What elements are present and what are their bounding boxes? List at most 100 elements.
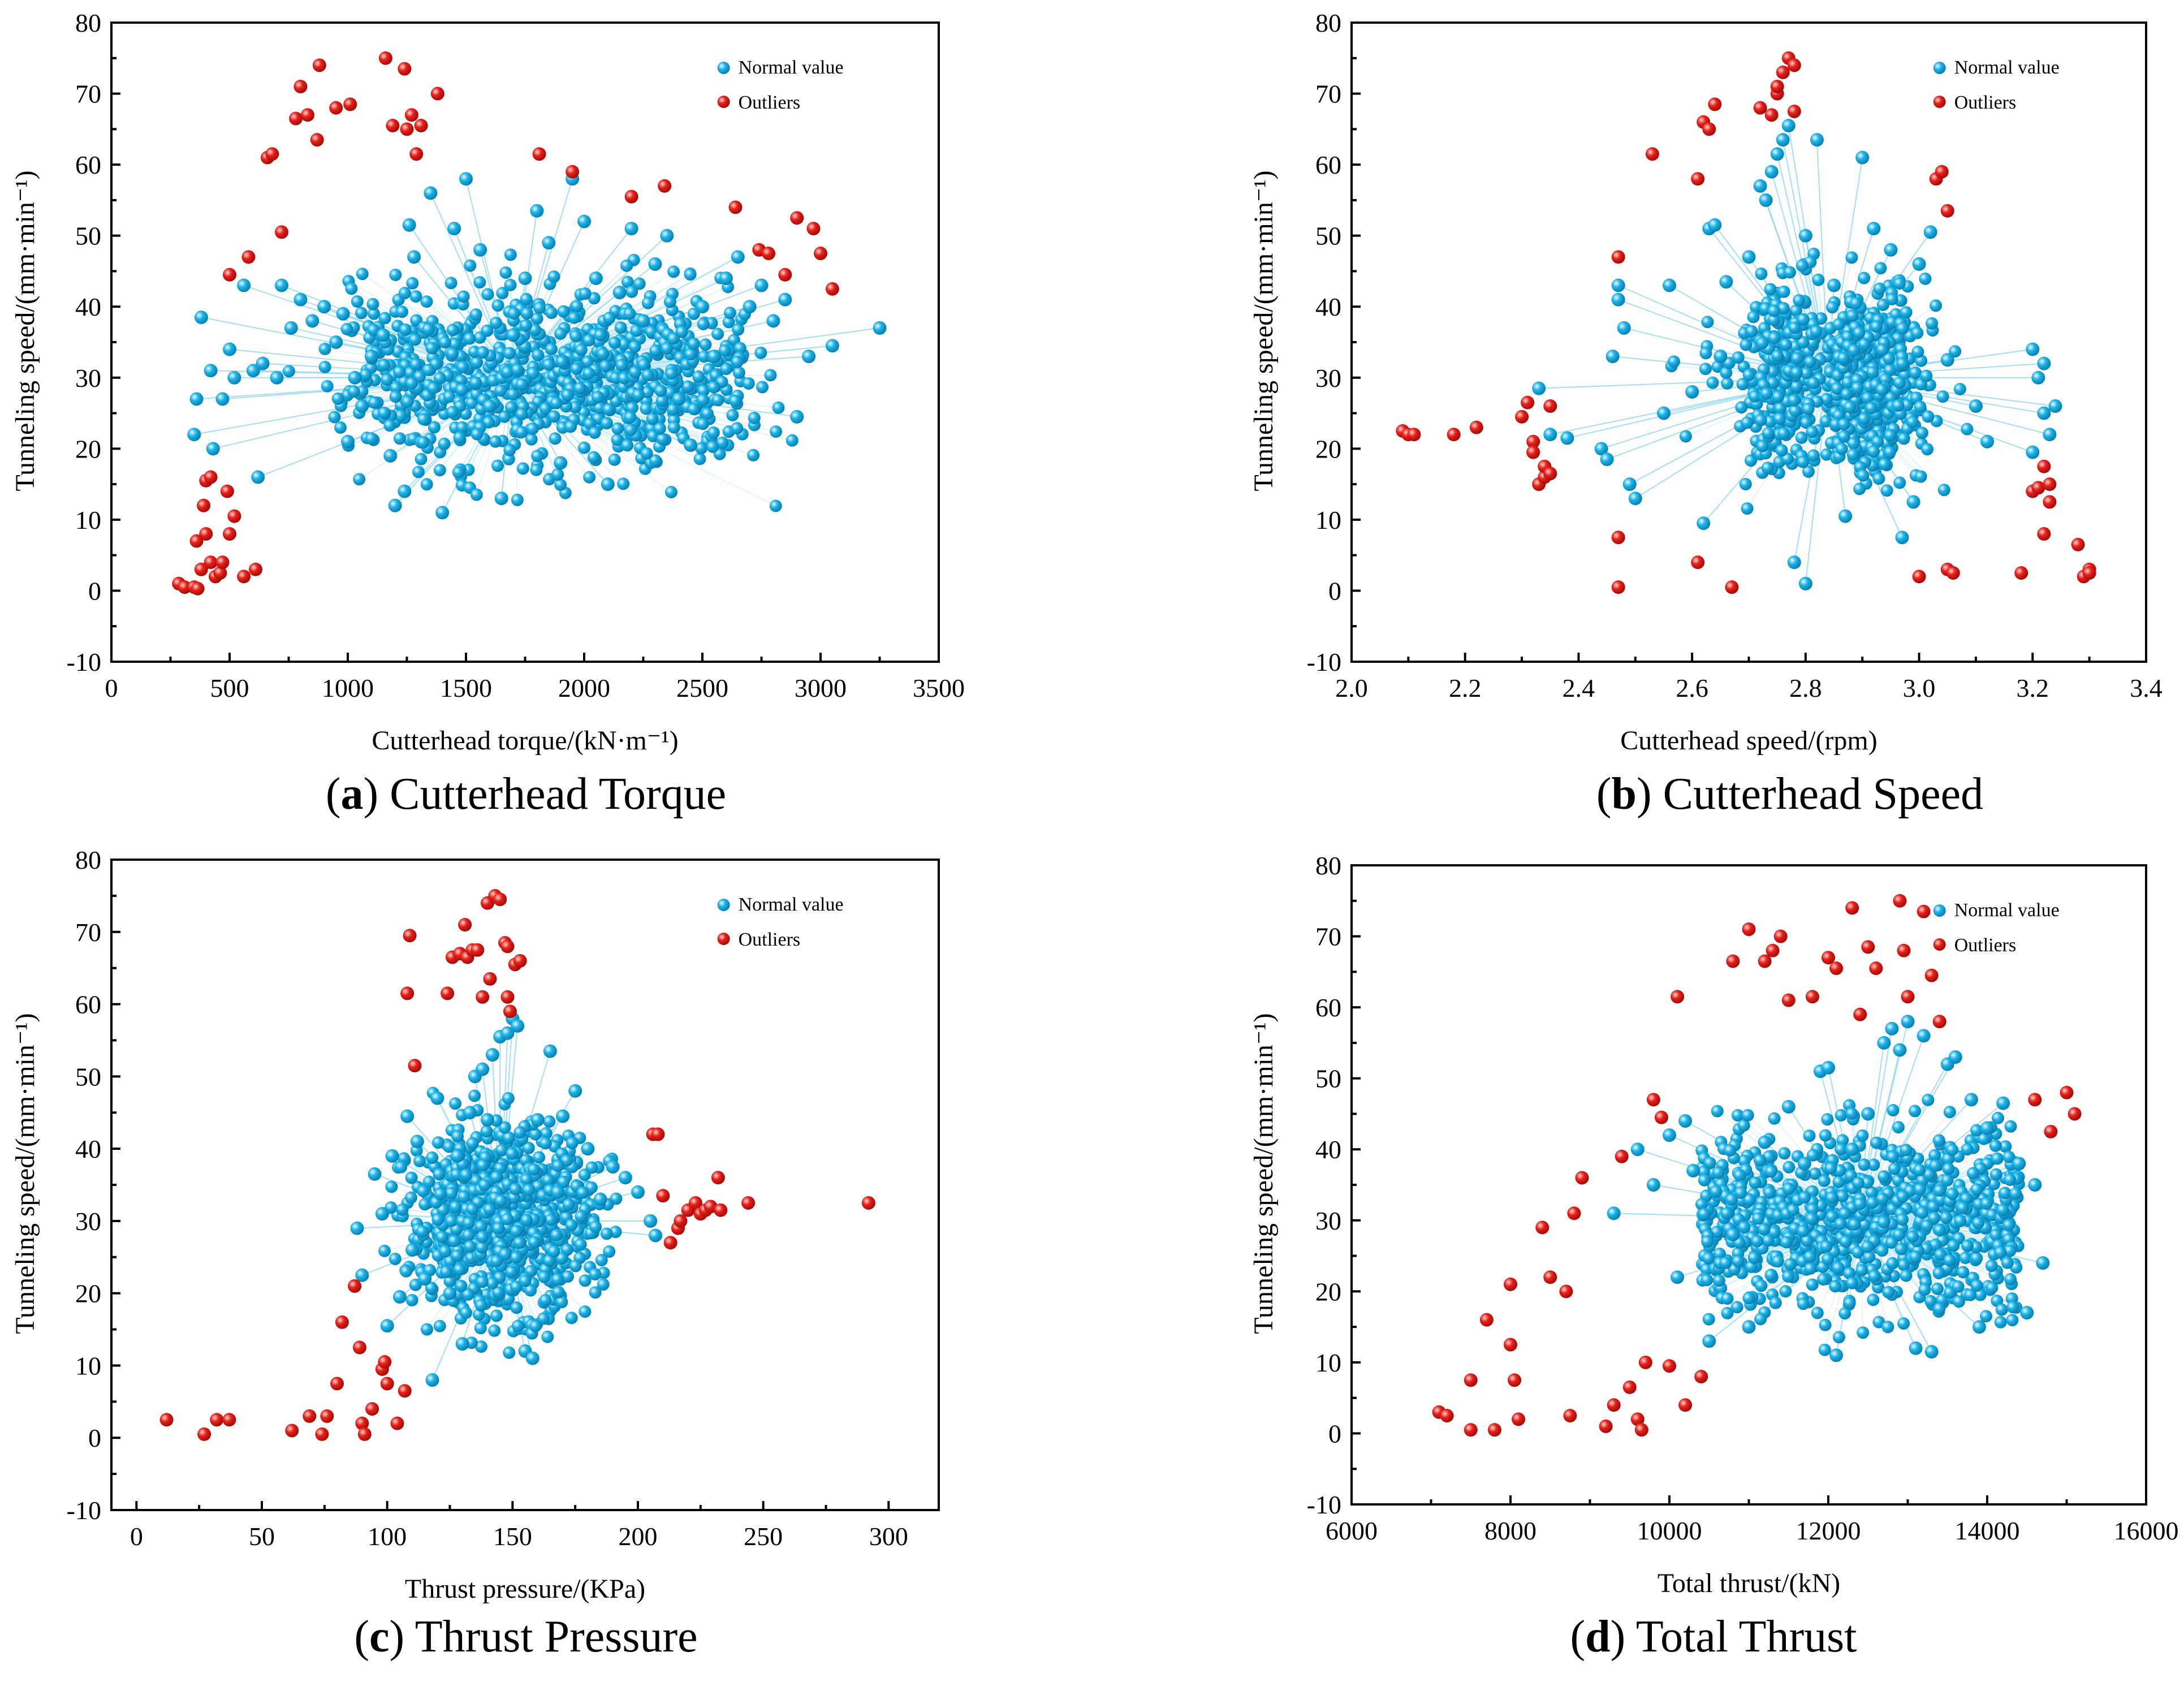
- outlier-point: [1912, 570, 1926, 584]
- normal-point: [433, 1319, 446, 1332]
- outlier-point: [315, 1427, 329, 1441]
- normal-point: [1726, 1227, 1740, 1241]
- normal-point: [446, 347, 459, 360]
- normal-point: [1875, 383, 1888, 396]
- normal-point: [1720, 366, 1733, 379]
- normal-point: [417, 1184, 430, 1197]
- normal-point: [1882, 1286, 1895, 1299]
- normal-point: [393, 365, 406, 378]
- y-tick-label: 0: [1328, 1419, 1341, 1448]
- normal-point: [1831, 382, 1844, 395]
- normal-point: [1861, 1176, 1874, 1189]
- normal-point: [1772, 390, 1785, 403]
- normal-point: [460, 1168, 473, 1181]
- normal-point: [390, 381, 403, 394]
- outlier-point: [2060, 1085, 2074, 1099]
- normal-point: [471, 428, 484, 441]
- normal-point: [570, 362, 583, 375]
- normal-point: [366, 297, 379, 310]
- normal-point: [1749, 390, 1762, 403]
- normal-point: [2002, 1150, 2015, 1163]
- outlier-point: [329, 101, 343, 115]
- normal-point: [455, 383, 468, 396]
- outlier-point: [1861, 940, 1875, 954]
- normal-point: [1804, 1262, 1817, 1275]
- outlier-point: [741, 1196, 756, 1210]
- normal-point: [204, 364, 218, 378]
- normal-point: [1771, 350, 1784, 363]
- normal-point: [1924, 1345, 1939, 1359]
- normal-point: [579, 1274, 592, 1287]
- normal-point: [1764, 165, 1779, 179]
- normal-cluster: [1607, 1015, 2050, 1362]
- normal-point: [533, 301, 546, 314]
- plot-area: [1396, 51, 2096, 594]
- normal-point: [506, 1147, 519, 1160]
- normal-point: [1893, 277, 1906, 290]
- normal-point: [2006, 1314, 2019, 1327]
- normal-point: [444, 277, 457, 290]
- normal-point: [1943, 1254, 1956, 1267]
- outlier-point: [674, 1214, 688, 1228]
- y-tick-label: 60: [75, 150, 101, 179]
- normal-point: [633, 277, 646, 290]
- x-tick-label: 300: [869, 1522, 908, 1551]
- normal-point: [1755, 268, 1768, 281]
- normal-point: [1720, 1207, 1733, 1220]
- normal-point: [593, 1192, 607, 1206]
- normal-point: [418, 1272, 432, 1286]
- normal-point: [368, 396, 381, 409]
- normal-point: [1848, 344, 1861, 357]
- outlier-point: [1543, 399, 1557, 413]
- normal-point: [570, 300, 583, 313]
- normal-point: [1924, 1295, 1937, 1308]
- normal-point: [1784, 266, 1797, 279]
- normal-point: [405, 1293, 418, 1306]
- outlier-point: [1487, 1423, 1501, 1437]
- normal-point: [189, 392, 204, 406]
- normal-point: [1628, 491, 1642, 506]
- normal-point: [389, 1252, 402, 1265]
- normal-point: [412, 465, 425, 478]
- normal-point: [1852, 1176, 1865, 1189]
- normal-point: [1916, 1206, 1929, 1219]
- outlier-point: [1917, 904, 1931, 918]
- normal-point: [1702, 1334, 1716, 1348]
- normal-point: [511, 1019, 525, 1033]
- x-tick-label: 10000: [1637, 1516, 1702, 1545]
- normal-point: [340, 322, 353, 335]
- outlier-point: [430, 87, 444, 101]
- normal-point: [628, 365, 641, 378]
- normal-point: [448, 1235, 461, 1248]
- normal-point: [525, 1351, 539, 1365]
- normal-point: [696, 417, 709, 430]
- normal-point: [611, 422, 624, 435]
- normal-point: [1994, 1316, 2007, 1329]
- normal-point: [474, 1299, 487, 1312]
- normal-point: [424, 186, 438, 200]
- panel-caption: (a) Cutterhead Torque: [326, 769, 726, 819]
- normal-point: [518, 271, 532, 285]
- normal-point: [457, 290, 470, 303]
- normal-point: [601, 477, 615, 491]
- normal-point: [1721, 1292, 1734, 1305]
- normal-point: [251, 470, 265, 484]
- normal-point: [510, 1224, 523, 1237]
- normal-point: [1771, 1254, 1784, 1267]
- normal-point: [1901, 399, 1914, 412]
- normal-point: [1713, 350, 1728, 364]
- outlier-point: [728, 200, 743, 214]
- caption-letter: b: [1612, 769, 1637, 819]
- normal-point: [1782, 1182, 1795, 1195]
- outlier-point: [199, 527, 213, 541]
- normal-point: [1702, 1252, 1715, 1265]
- normal-point: [1821, 1113, 1834, 1126]
- normal-point: [473, 243, 487, 257]
- outlier-point: [1504, 1338, 1517, 1352]
- x-tick-label: 100: [368, 1522, 407, 1551]
- normal-point: [644, 1214, 658, 1228]
- x-tick-label: 1000: [322, 674, 374, 702]
- normal-point: [430, 1091, 444, 1105]
- normal-point: [1936, 390, 1949, 403]
- normal-point: [1996, 1096, 2010, 1110]
